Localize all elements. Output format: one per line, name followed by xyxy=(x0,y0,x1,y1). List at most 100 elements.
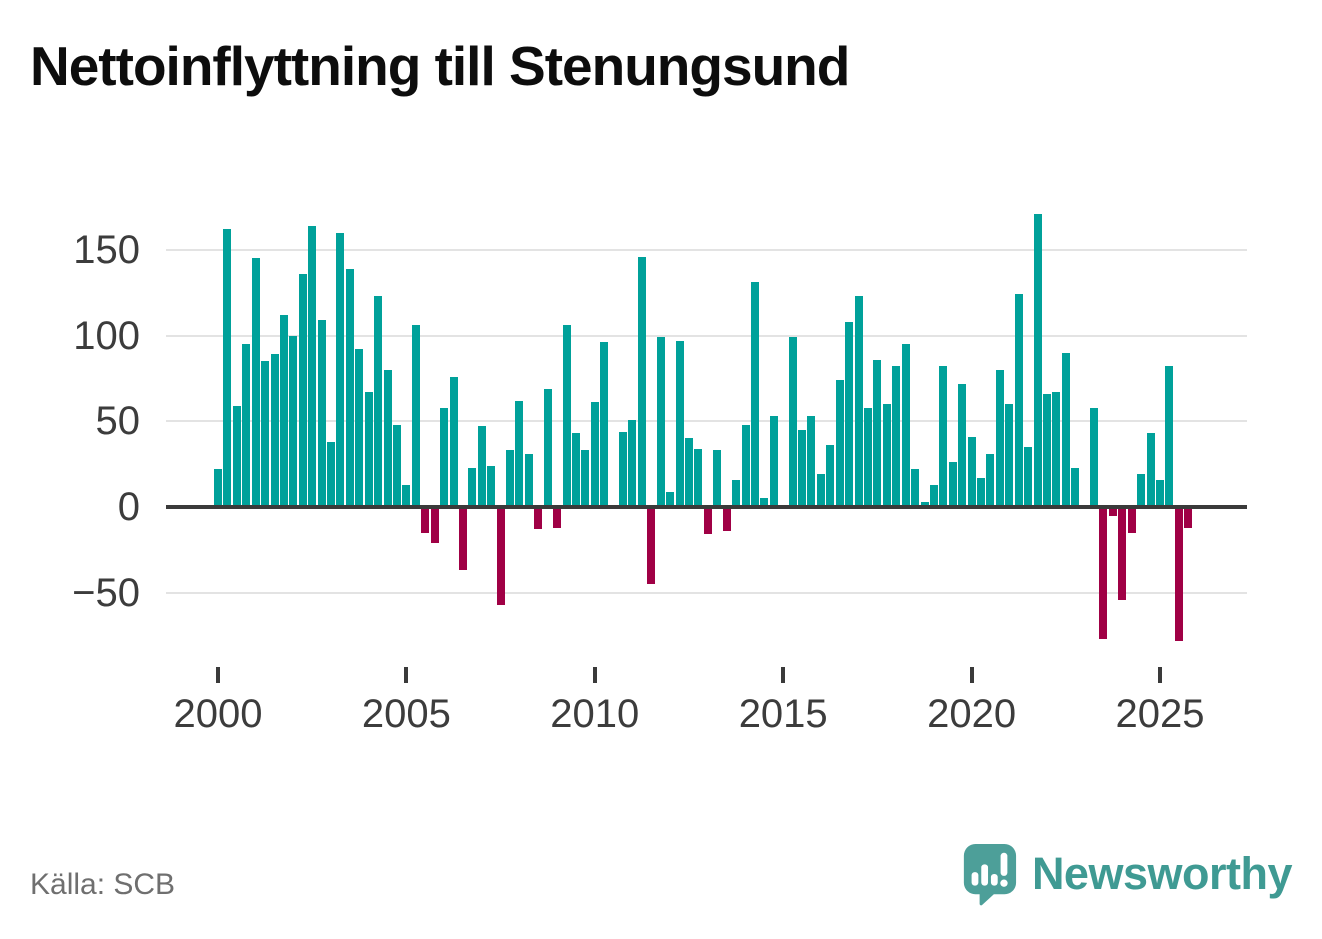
bar-positive xyxy=(732,479,741,507)
y-axis-label: 0 xyxy=(117,485,140,529)
bar-positive xyxy=(1146,433,1155,507)
bar-positive xyxy=(562,325,571,507)
bar-positive xyxy=(392,424,401,507)
bar-positive xyxy=(1014,294,1023,507)
bar-positive xyxy=(685,438,693,507)
source-label: Källa: SCB xyxy=(30,868,176,901)
bar-positive xyxy=(590,402,599,507)
bar-positive xyxy=(374,296,383,507)
y-axis-label: −50 xyxy=(72,570,140,615)
bar-positive xyxy=(327,441,336,507)
gridline xyxy=(166,420,1247,423)
x-axis-tick xyxy=(781,667,786,683)
bar-positive xyxy=(995,369,1004,507)
bar-negative xyxy=(722,507,731,531)
bar-positive xyxy=(364,392,373,507)
bar-positive xyxy=(515,400,524,507)
bar-positive xyxy=(261,361,270,507)
bar-positive xyxy=(1042,393,1051,507)
y-axis-label: 50 xyxy=(95,399,141,444)
bar-positive xyxy=(656,337,665,507)
bar-positive xyxy=(232,405,241,507)
bar-positive xyxy=(675,340,684,507)
bar-positive xyxy=(882,404,891,507)
bar-negative xyxy=(496,507,505,605)
bar-positive xyxy=(666,491,675,507)
bar-positive xyxy=(694,448,703,507)
bar-positive xyxy=(411,325,420,507)
bar-positive xyxy=(214,469,222,507)
bar-positive xyxy=(911,469,920,507)
y-axis-label: 100 xyxy=(73,313,140,358)
bar-positive xyxy=(524,453,533,507)
x-axis-tick xyxy=(592,667,597,683)
bar-negative xyxy=(458,507,467,571)
bar-positive xyxy=(1165,366,1174,507)
bar-positive xyxy=(345,268,354,507)
newsworthy-speech-bubble-chart-icon xyxy=(963,844,1017,906)
bar-negative xyxy=(1184,507,1193,528)
bar-positive xyxy=(628,419,637,507)
bar-positive xyxy=(581,450,590,507)
bar-positive xyxy=(816,474,825,507)
bar-positive xyxy=(506,450,515,507)
bar-negative xyxy=(534,507,543,530)
x-axis-tick xyxy=(969,667,974,683)
bar-positive xyxy=(1052,392,1061,507)
gridline xyxy=(166,248,1247,251)
x-axis-label: 2000 xyxy=(173,692,263,736)
gridline xyxy=(166,334,1247,337)
bar-positive xyxy=(308,225,317,507)
bar-positive xyxy=(543,388,552,507)
bar-positive xyxy=(1156,479,1164,507)
bar-positive xyxy=(788,337,797,507)
bar-positive xyxy=(807,416,816,507)
bar-positive xyxy=(798,429,807,507)
bar-positive xyxy=(873,359,882,507)
bar-positive xyxy=(298,273,307,507)
bar-positive xyxy=(854,296,863,507)
bar-positive xyxy=(251,258,260,507)
bar-positive xyxy=(402,484,411,507)
bar-positive xyxy=(920,501,929,507)
bar-positive xyxy=(1005,404,1014,507)
bar-negative xyxy=(1108,507,1117,516)
bar-positive xyxy=(449,376,458,507)
bar-positive xyxy=(948,462,957,507)
bar-positive xyxy=(1033,213,1042,507)
bar-positive xyxy=(977,477,986,507)
chart-title: Nettoinflyttning till Stenungsund xyxy=(30,35,850,97)
bar-negative xyxy=(553,507,562,528)
bar-positive xyxy=(571,433,580,507)
bar-positive xyxy=(1024,446,1033,507)
bar-positive xyxy=(713,450,722,507)
x-axis-tick xyxy=(1158,667,1162,683)
bar-positive xyxy=(1137,474,1146,507)
bar-positive xyxy=(929,484,938,507)
bar-positive xyxy=(242,344,251,507)
bar-negative xyxy=(1174,507,1183,641)
bar-positive xyxy=(1071,467,1080,507)
bar-positive xyxy=(1061,352,1070,507)
bar-positive xyxy=(317,320,326,507)
x-axis-tick xyxy=(404,667,409,683)
bar-positive xyxy=(835,380,844,507)
bar-negative xyxy=(430,507,439,543)
bar-positive xyxy=(637,256,646,507)
bar-negative xyxy=(1118,507,1127,600)
bar-negative xyxy=(1099,507,1108,640)
x-axis-tick xyxy=(216,667,220,683)
bar-negative xyxy=(421,507,430,533)
bar-positive xyxy=(826,445,835,507)
bar-positive xyxy=(270,354,279,507)
bar-negative xyxy=(703,507,712,535)
zero-axis-line xyxy=(166,505,1247,509)
bar-positive xyxy=(741,424,750,507)
bar-positive xyxy=(440,407,449,507)
bar-positive xyxy=(750,282,759,507)
bar-positive xyxy=(967,436,976,507)
bar-positive xyxy=(279,314,288,507)
bar-positive xyxy=(892,366,901,507)
bar-positive xyxy=(760,498,769,507)
